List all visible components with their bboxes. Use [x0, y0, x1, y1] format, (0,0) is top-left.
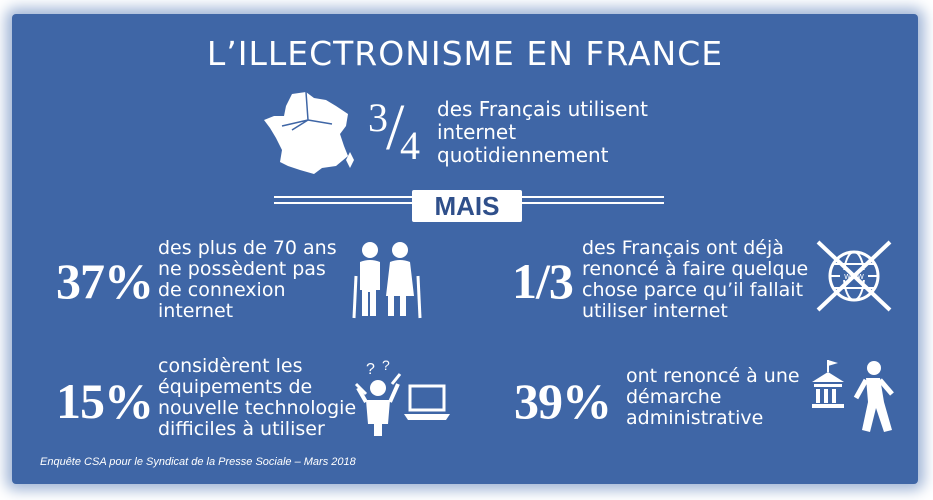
intro-text: des Français utilisent internet quotidie…: [437, 98, 697, 167]
stat-line: difficiles à utiliser: [158, 418, 325, 440]
intro-line: quotidiennement: [437, 143, 609, 167]
stat-line: démarche: [626, 386, 722, 408]
stat-line: administrative: [626, 407, 764, 429]
stat-line: nouvelle technologie: [158, 397, 357, 419]
intro-line: des Français utilisent: [437, 97, 648, 121]
fraction-slash: /: [386, 91, 405, 164]
stat-line: chose parce qu’il fallait: [582, 279, 804, 301]
stat-line: des plus de 70 ans: [158, 237, 337, 259]
stat-line: ne possèdent pas: [158, 258, 326, 280]
stat-line: considèrent les: [158, 355, 303, 377]
stat-value-one-third: 1/3: [512, 253, 574, 309]
stat-line: de connexion: [158, 279, 286, 301]
intro-line: internet: [437, 120, 517, 144]
stat-line: ont renoncé à une: [626, 365, 800, 387]
stat-value-15: 15%: [56, 373, 154, 429]
stat-text-15: considèrent les équipements de nouvelle …: [158, 356, 356, 440]
stat-line: internet: [158, 300, 234, 322]
walking-away-from-building-icon: [812, 360, 894, 432]
stat-line: des Français ont déjà: [582, 237, 784, 259]
stat-line: utiliser internet: [582, 300, 728, 322]
fraction-numerator: 3: [368, 95, 388, 140]
stat-line: équipements de: [158, 376, 313, 398]
three-quarters-figure: 3 / 4: [366, 91, 426, 170]
infographic-card: L’ILLECTRONISME EN FRANCE 3 / 4 des Fran…: [12, 14, 918, 484]
stat-line: renoncé à faire quelque: [582, 258, 809, 280]
crossed-globe-icon: www: [816, 240, 892, 312]
svg-text:?: ?: [366, 361, 375, 378]
stat-text-one-third: des Français ont déjà renoncé à faire qu…: [582, 238, 808, 322]
stat-value-37: 37%: [56, 253, 154, 309]
stat-text-39: ont renoncé à une démarche administrativ…: [626, 366, 800, 429]
infographic-title: L’ILLECTRONISME EN FRANCE: [206, 34, 724, 73]
confused-person-laptop-icon: ? ?: [354, 358, 450, 436]
elderly-couple-icon: [352, 242, 422, 319]
stat-value-39: 39%: [514, 373, 612, 429]
source-note: Enquête CSA pour le Syndicat de la Press…: [40, 456, 356, 468]
france-map-icon: [264, 91, 354, 174]
fraction-denominator: 4: [400, 123, 420, 168]
svg-text:?: ?: [382, 358, 390, 373]
stat-text-37: des plus de 70 ans ne possèdent pas de c…: [158, 238, 337, 322]
mais-badge: MAIS: [412, 190, 522, 222]
